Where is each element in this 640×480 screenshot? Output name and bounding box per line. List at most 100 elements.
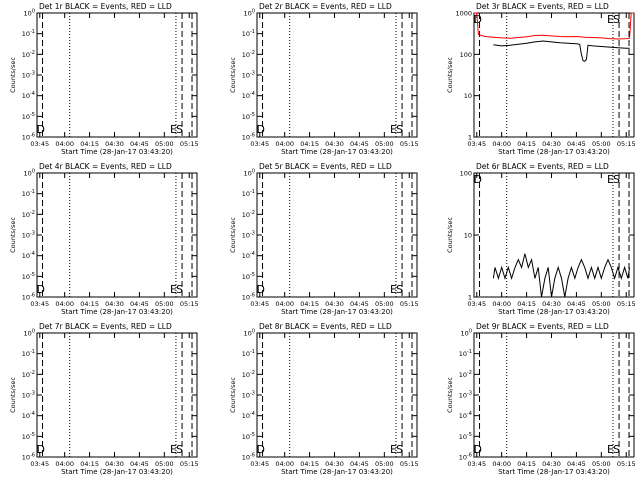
x-axis-label: Start Time (28-Jan-17 03:43:20) xyxy=(498,468,610,476)
event-marker-label: S xyxy=(176,443,183,456)
plot-frame xyxy=(473,332,635,458)
y-tick-label: 10-5 xyxy=(22,272,35,281)
x-tick-label: 04:30 xyxy=(325,140,344,148)
plot-frame xyxy=(36,12,198,138)
y-tick-label: 100 xyxy=(244,329,255,338)
y-tick-label: 100 xyxy=(24,329,35,338)
detector-panel: Det 7r BLACK = Events, RED = LLD 100 10-1 1… xyxy=(9,322,199,476)
x-tick-label: 05:15 xyxy=(180,140,199,148)
x-tick-label: 04:45 xyxy=(130,140,149,148)
y-tick-label: 10-2 xyxy=(22,50,35,59)
event-marker-label: S xyxy=(176,123,183,136)
x-tick-label: 04:45 xyxy=(567,140,586,148)
y-axis-label: Counts/sec xyxy=(9,57,17,93)
series-line xyxy=(493,40,630,62)
y-tick-label: 10-4 xyxy=(22,91,35,100)
y-tick-label: 10-4 xyxy=(242,411,255,420)
y-tick-label: 10-6 xyxy=(459,453,472,462)
x-tick-label: 04:15 xyxy=(80,140,99,148)
event-marker-label: D xyxy=(37,443,45,456)
x-axis-label: Start Time (28-Jan-17 03:43:20) xyxy=(498,148,610,156)
x-tick-label: 03:45 xyxy=(467,460,486,468)
event-marker-label: S xyxy=(176,283,183,296)
event-marker-label: E xyxy=(607,173,614,186)
x-tick-label: 04:45 xyxy=(350,300,369,308)
detector-panel: Det 1r BLACK = Events, RED = LLD 100 10-1 1… xyxy=(9,2,199,156)
y-tick-label: 10-6 xyxy=(22,293,35,302)
x-tick-label: 05:00 xyxy=(375,300,394,308)
y-tick-label: 10-5 xyxy=(242,432,255,441)
y-tick-label: 10-3 xyxy=(22,391,35,400)
x-tick-label: 05:15 xyxy=(180,300,199,308)
x-tick-label: 03:45 xyxy=(467,300,486,308)
x-tick-label: 05:00 xyxy=(592,460,611,468)
plot-frame xyxy=(36,332,198,458)
y-tick-label: 10-2 xyxy=(22,210,35,219)
panel-title: Det 1r BLACK = Events, RED = LLD xyxy=(39,2,172,11)
y-tick-label: 10-2 xyxy=(242,210,255,219)
x-axis-label: Start Time (28-Jan-17 03:43:20) xyxy=(61,148,173,156)
x-tick-label: 05:15 xyxy=(617,300,636,308)
y-tick-label: 10-4 xyxy=(459,411,472,420)
y-axis-label: Counts/sec xyxy=(229,217,237,253)
y-tick-label: 10-4 xyxy=(22,411,35,420)
y-tick-label: 100 xyxy=(461,329,472,338)
panel-title: Det 8r BLACK = Events, RED = LLD xyxy=(259,322,392,331)
x-axis-label: Start Time (28-Jan-17 03:43:20) xyxy=(61,468,173,476)
event-marker-label: D xyxy=(37,123,45,136)
y-tick-label: 10-3 xyxy=(242,391,255,400)
y-tick-label: 10-5 xyxy=(22,112,35,121)
x-tick-label: 04:00 xyxy=(55,300,74,308)
y-axis-label: Counts/sec xyxy=(446,377,454,413)
detector-panel: Det 5r BLACK = Events, RED = LLD 100 10-1 1… xyxy=(229,162,419,316)
y-tick-label: 10-6 xyxy=(242,293,255,302)
event-marker-label: D xyxy=(257,443,265,456)
y-tick-label: 10-5 xyxy=(459,432,472,441)
detector-panel: Det 4r BLACK = Events, RED = LLD 100 10-1 1… xyxy=(9,162,199,316)
detector-panel: Det 6r BLACK = Events, RED = LLD 100 10 103… xyxy=(446,162,636,316)
y-tick-label: 10-1 xyxy=(242,29,255,38)
y-axis-label: Counts/sec xyxy=(229,57,237,93)
x-tick-label: 05:15 xyxy=(400,460,419,468)
x-tick-label: 03:45 xyxy=(30,140,49,148)
y-tick-label: 10-3 xyxy=(22,71,35,80)
x-tick-label: 04:45 xyxy=(350,140,369,148)
detector-panel: Det 3r BLACK = Events, RED = LLD 1000 100 1… xyxy=(446,2,636,156)
y-tick-label: 10-6 xyxy=(242,453,255,462)
event-marker-label: E xyxy=(390,123,397,136)
series-line xyxy=(474,12,634,40)
x-tick-label: 04:00 xyxy=(492,460,511,468)
x-tick-label: 04:00 xyxy=(492,300,511,308)
plot-frame xyxy=(256,172,418,298)
y-tick-label: 10 xyxy=(464,92,472,100)
y-tick-label: 100 xyxy=(24,169,35,178)
x-tick-label: 03:45 xyxy=(250,300,269,308)
y-tick-label: 100 xyxy=(460,170,472,178)
panel-title: Det 2r BLACK = Events, RED = LLD xyxy=(259,2,392,11)
x-tick-label: 04:45 xyxy=(567,460,586,468)
x-tick-label: 04:00 xyxy=(275,140,294,148)
x-axis-label: Start Time (28-Jan-17 03:43:20) xyxy=(498,308,610,316)
x-tick-label: 04:15 xyxy=(517,300,536,308)
y-tick-label: 10-1 xyxy=(242,349,255,358)
y-tick-label: 100 xyxy=(24,9,35,18)
x-tick-label: 04:00 xyxy=(492,140,511,148)
x-tick-label: 05:00 xyxy=(375,140,394,148)
panel-title: Det 3r BLACK = Events, RED = LLD xyxy=(476,2,609,11)
y-tick-label: 10-1 xyxy=(242,189,255,198)
event-marker-label: S xyxy=(613,13,620,26)
event-marker-label: S xyxy=(396,283,403,296)
event-marker-label: S xyxy=(613,443,620,456)
x-tick-label: 04:30 xyxy=(542,460,561,468)
plot-frame xyxy=(473,12,635,138)
y-tick-label: 10-1 xyxy=(22,29,35,38)
y-tick-label: 10-4 xyxy=(22,251,35,260)
x-tick-label: 05:00 xyxy=(155,300,174,308)
event-marker-label: S xyxy=(396,123,403,136)
detector-panel: Det 9r BLACK = Events, RED = LLD 100 10-1 1… xyxy=(446,322,636,476)
y-tick-label: 100 xyxy=(460,51,472,59)
y-tick-label: 1 xyxy=(468,134,472,142)
x-tick-label: 04:45 xyxy=(130,300,149,308)
x-tick-label: 04:30 xyxy=(325,460,344,468)
